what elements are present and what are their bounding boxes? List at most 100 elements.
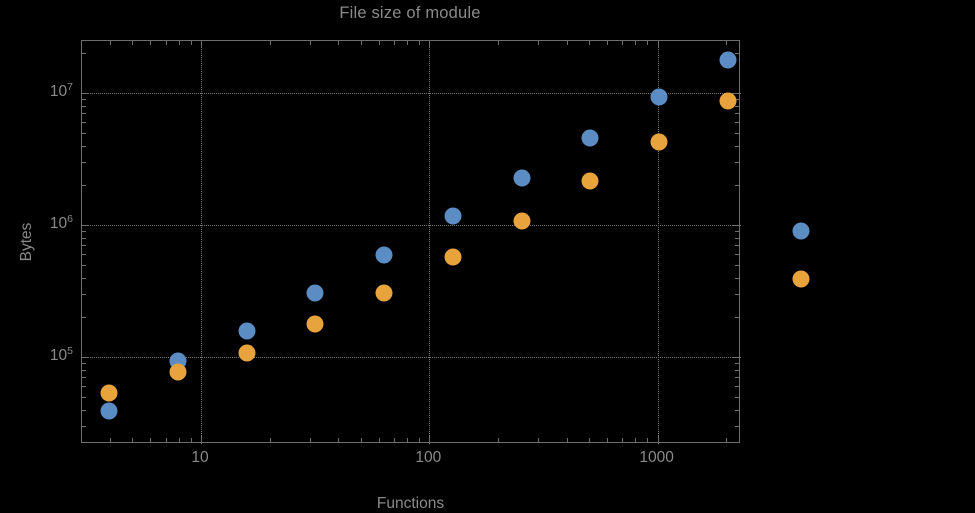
y-tick-minor <box>82 122 86 124</box>
x-tick-minor <box>418 438 420 442</box>
scatter-point <box>513 169 530 186</box>
x-tick-minor <box>150 438 152 442</box>
y-tick-minor <box>735 132 739 134</box>
x-tick-minor <box>393 438 395 442</box>
y-tick-minor <box>82 185 86 187</box>
scatter-point <box>650 133 668 151</box>
y-tick-minor <box>82 294 86 296</box>
y-tick-minor <box>82 53 86 55</box>
x-tick-minor <box>360 438 362 442</box>
x-tick-major <box>429 435 431 442</box>
y-tick-minor <box>735 409 739 411</box>
x-tick-minor <box>566 438 568 442</box>
x-tick-minor <box>588 41 590 45</box>
y-tick-label: 107 <box>49 80 73 100</box>
y-axis-title: Bytes <box>18 222 35 261</box>
x-tick-minor <box>635 41 637 45</box>
x-tick-minor <box>309 41 311 45</box>
x-tick-minor <box>588 438 590 442</box>
y-tick-minor <box>735 162 739 164</box>
y-tick-minor <box>82 113 86 115</box>
x-tick-minor <box>178 41 180 45</box>
y-tick-minor <box>82 317 86 319</box>
y-tick-minor <box>82 162 86 164</box>
y-tick-minor <box>82 237 86 239</box>
x-tick-minor <box>498 438 500 442</box>
x-tick-minor <box>110 41 112 45</box>
y-tick-minor <box>82 363 86 365</box>
gridline-horizontal <box>82 357 741 358</box>
y-tick-minor <box>735 426 739 428</box>
y-tick-minor <box>82 396 86 398</box>
x-tick-minor <box>309 438 311 442</box>
scatter-point <box>306 315 324 333</box>
x-tick-minor <box>150 41 152 45</box>
y-tick-minor <box>82 277 86 279</box>
y-tick-minor <box>82 426 86 428</box>
x-tick-minor <box>622 438 624 442</box>
x-tick-minor <box>566 41 568 45</box>
x-tick-minor <box>622 41 624 45</box>
y-tick-minor <box>735 185 739 187</box>
gridline-vertical <box>429 41 431 444</box>
y-tick-label: 106 <box>49 212 73 232</box>
y-tick-minor <box>82 231 86 233</box>
scatter-point <box>375 284 393 302</box>
scatter-point <box>238 344 256 362</box>
x-tick-minor <box>498 41 500 45</box>
x-tick-major <box>429 41 431 48</box>
scatter-point <box>581 172 599 190</box>
x-tick-minor <box>606 438 608 442</box>
y-tick-minor <box>735 122 739 124</box>
x-tick-minor <box>378 438 380 442</box>
x-tick-major <box>657 435 659 442</box>
x-tick-minor <box>538 438 540 442</box>
x-tick-label: 100 <box>415 449 442 466</box>
x-tick-minor <box>165 438 167 442</box>
scatter-point <box>719 92 737 110</box>
y-tick-major <box>732 225 739 226</box>
y-tick-minor <box>735 105 739 107</box>
x-tick-minor <box>726 438 728 442</box>
scatter-point <box>100 402 118 420</box>
y-tick-minor <box>735 113 739 115</box>
y-tick-major <box>82 93 89 94</box>
scatter-point <box>650 88 668 106</box>
scatter-point <box>719 51 737 69</box>
scatter-point <box>100 384 118 402</box>
y-tick-major <box>82 225 89 226</box>
y-tick-major <box>732 357 739 358</box>
y-tick-minor <box>82 99 86 101</box>
y-tick-minor <box>735 99 739 101</box>
y-tick-minor <box>735 377 739 379</box>
x-tick-minor <box>647 41 649 45</box>
y-tick-minor <box>82 245 86 247</box>
scatter-point <box>513 212 530 230</box>
y-tick-minor <box>735 363 739 365</box>
gridline-horizontal <box>82 93 741 94</box>
gridline-horizontal <box>82 225 741 226</box>
y-tick-minor <box>82 145 86 147</box>
y-tick-minor <box>82 377 86 379</box>
y-tick-minor <box>82 386 86 388</box>
x-tick-minor <box>393 41 395 45</box>
y-tick-major <box>732 93 739 94</box>
y-tick-minor <box>735 231 739 233</box>
scatter-point <box>169 363 187 381</box>
x-tick-minor <box>360 41 362 45</box>
x-tick-minor <box>165 41 167 45</box>
y-tick-minor <box>82 264 86 266</box>
y-tick-minor <box>82 105 86 107</box>
chart-title: File size of module <box>339 4 481 22</box>
x-tick-minor <box>338 41 340 45</box>
gridline-vertical <box>201 41 202 444</box>
x-tick-minor <box>338 438 340 442</box>
y-tick-minor <box>735 369 739 371</box>
y-tick-minor <box>735 245 739 247</box>
y-tick-minor <box>82 254 86 256</box>
x-tick-minor <box>132 41 134 45</box>
x-tick-minor <box>606 41 608 45</box>
y-tick-minor <box>82 409 86 411</box>
x-tick-minor <box>178 438 180 442</box>
x-tick-minor <box>132 438 134 442</box>
